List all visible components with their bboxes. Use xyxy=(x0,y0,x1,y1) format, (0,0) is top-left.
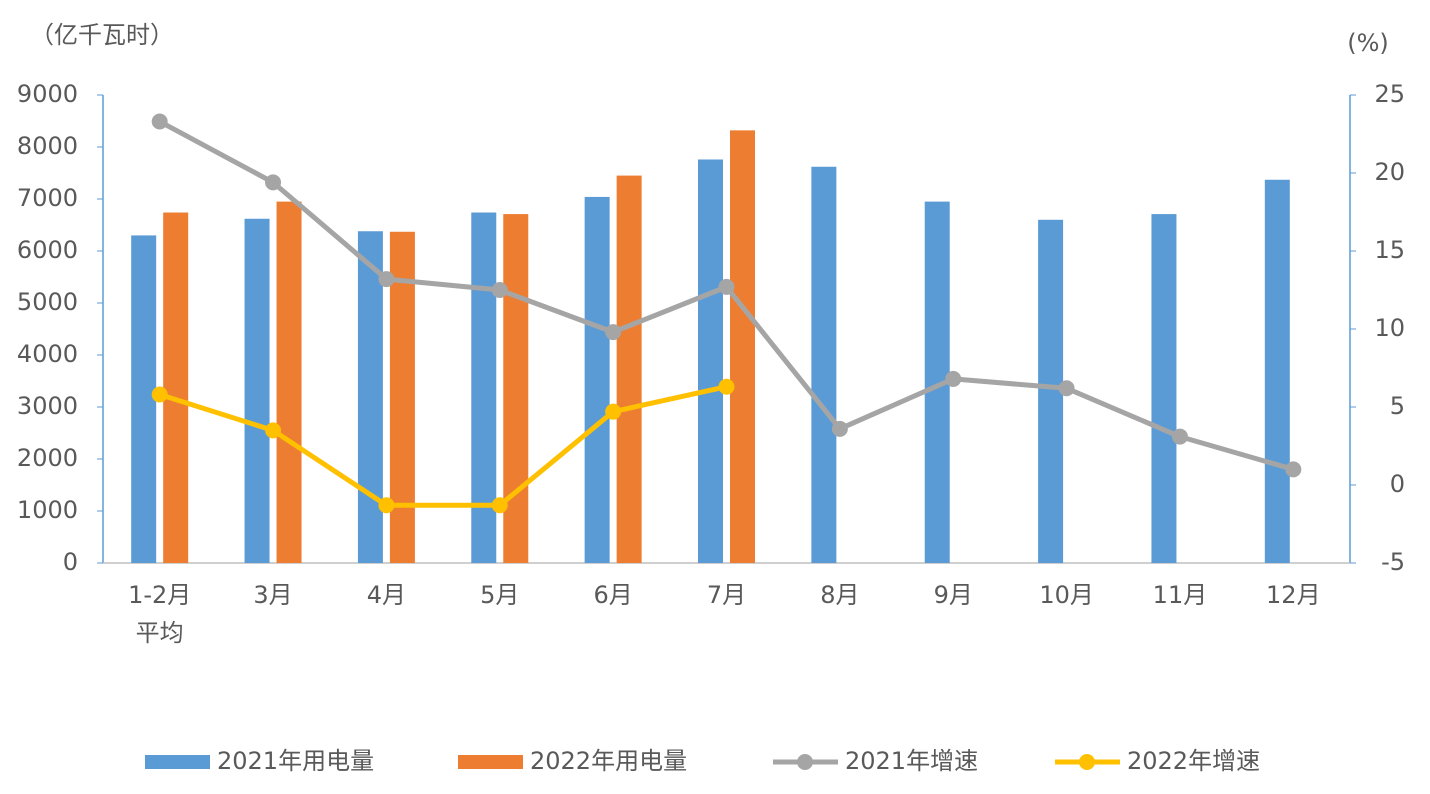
bar xyxy=(1264,179,1290,563)
legend-label: 2022年用电量 xyxy=(530,747,687,775)
x-tick-label: 4月 xyxy=(367,581,406,609)
point xyxy=(265,174,282,191)
x-tick-label: 5月 xyxy=(480,581,519,609)
x-tick-label: 12月 xyxy=(1266,581,1321,609)
x-tick-label: 7月 xyxy=(707,581,746,609)
line xyxy=(158,119,1295,472)
y-tick-label: 6000 xyxy=(17,236,78,264)
bar xyxy=(471,212,497,563)
y2-tick-label: 15 xyxy=(1374,236,1405,264)
point xyxy=(151,113,168,130)
legend-swatch xyxy=(1079,754,1095,770)
y-tick-label: 0 xyxy=(63,548,78,576)
bar xyxy=(698,159,723,564)
y2-unit: (%) xyxy=(1347,29,1389,57)
bar xyxy=(503,214,529,563)
y-tick-label: 4000 xyxy=(17,340,78,368)
point xyxy=(491,497,508,514)
y-tick-label: 8000 xyxy=(17,132,78,160)
bar xyxy=(276,201,302,563)
point xyxy=(718,278,735,295)
legend-label: 2021年增速 xyxy=(845,747,978,775)
y2-tick-label: 0 xyxy=(1390,470,1405,498)
bar xyxy=(389,231,415,563)
bar xyxy=(163,212,189,563)
legend-label: 2022年增速 xyxy=(1127,747,1260,775)
y-tick-label: 1000 xyxy=(17,496,78,524)
y-unit: （亿千瓦时） xyxy=(30,21,174,49)
x-tick-label: 10月 xyxy=(1039,581,1094,609)
point xyxy=(151,386,168,403)
x-tick-label: 8月 xyxy=(820,581,859,609)
line xyxy=(158,384,728,508)
point xyxy=(945,370,962,387)
y-tick-label: 5000 xyxy=(17,288,78,316)
y2-tick-label: 25 xyxy=(1374,80,1405,108)
bar xyxy=(131,235,157,563)
bar xyxy=(1038,219,1064,564)
x-tick-label: 11月 xyxy=(1153,581,1208,609)
bar xyxy=(357,231,383,564)
x-tick-label: 9月 xyxy=(934,581,973,609)
y2-tick-label: 5 xyxy=(1390,392,1405,420)
legend-swatch xyxy=(797,754,813,770)
point xyxy=(718,378,735,395)
bar xyxy=(1151,214,1177,563)
legend-swatch xyxy=(145,755,210,769)
point xyxy=(605,324,622,341)
y2-tick-label: 10 xyxy=(1374,314,1405,342)
point xyxy=(265,422,282,439)
bar xyxy=(811,166,837,563)
y2-tick-label: -5 xyxy=(1381,548,1405,576)
y2-tick-label: 20 xyxy=(1374,158,1405,186)
bar xyxy=(244,218,270,563)
y-tick-label: 9000 xyxy=(17,80,78,108)
legend-label: 2021年用电量 xyxy=(217,747,374,775)
bar xyxy=(584,196,610,564)
x-tick-label: 1-2月平均 xyxy=(128,581,191,647)
y-tick-label: 3000 xyxy=(17,392,78,420)
legend-swatch xyxy=(458,755,523,769)
point xyxy=(491,282,508,298)
x-tick-label: 6月 xyxy=(593,581,632,609)
bar xyxy=(616,175,642,563)
y-tick-label: 2000 xyxy=(17,444,78,472)
point xyxy=(378,497,395,514)
point xyxy=(378,271,395,288)
y-tick-label: 7000 xyxy=(17,184,78,212)
point xyxy=(605,403,622,420)
x-tick-label: 3月 xyxy=(253,581,292,609)
point xyxy=(1058,380,1075,397)
point xyxy=(1285,461,1302,478)
point xyxy=(831,420,848,437)
bar xyxy=(730,130,755,564)
point xyxy=(1171,428,1188,445)
